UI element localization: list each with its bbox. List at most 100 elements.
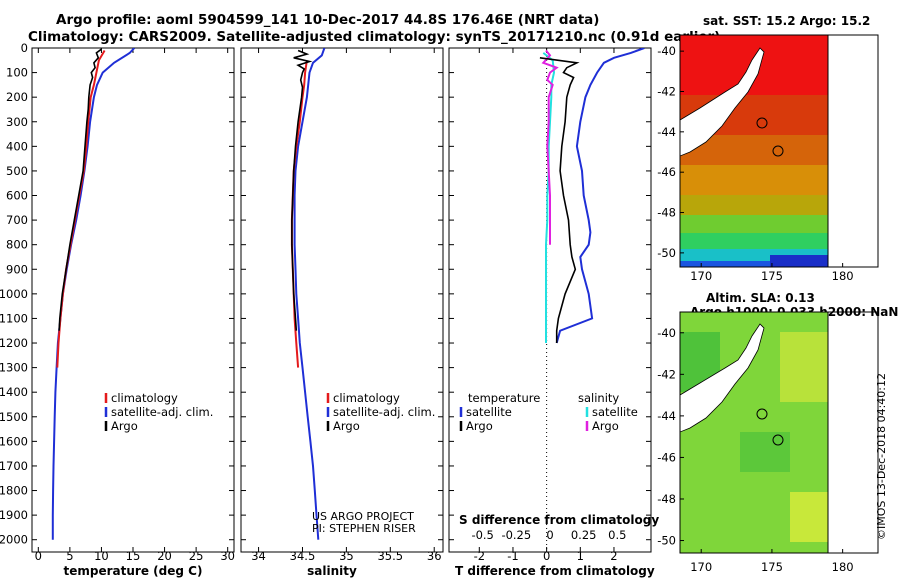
diff-legend-header-temp: temperature (468, 391, 540, 405)
temp-xtick-label: 20 (157, 549, 172, 563)
diff-legend-temp-sat-label: satellite (466, 405, 512, 419)
depth-tick-label: 1900 (0, 508, 28, 522)
depth-tick-label: 1100 (0, 311, 28, 325)
depth-tick-label: 200 (6, 90, 28, 104)
sla-lon-label: 180 (832, 560, 854, 574)
sst-map-field (680, 35, 828, 267)
depth-tick-label: 300 (6, 115, 28, 129)
diff-legend-header-sal: salinity (578, 391, 619, 405)
sst-lon-label: 175 (761, 269, 783, 283)
sal-legend-0-label: climatology (333, 391, 400, 405)
sst-map-frame (679, 34, 879, 268)
sst-band-5 (680, 215, 828, 233)
temp-xtick-label: 10 (94, 549, 109, 563)
temp-legend-2-label: Argo (111, 419, 138, 433)
sal-legend-1-label: satellite-adj. clim. (333, 405, 435, 419)
sla-blob-2 (740, 432, 790, 472)
title-line-2: Climatology: CARS2009. Satellite-adjuste… (28, 29, 721, 45)
diff-s-tick-label: -0.5 (471, 528, 493, 542)
sla-lat-label: -40 (657, 326, 676, 340)
diff-legend-sal-sat-label: satellite (592, 405, 638, 419)
maps: -40 -42 -44 -46 -48 -50 170 175 180 -40 -42 -44 -46 -… (657, 34, 879, 574)
sal-xtick-label: 36 (427, 549, 442, 563)
temp-xtick-label: 15 (126, 549, 141, 563)
sal-legend-2-label: Argo (333, 419, 360, 433)
depth-tick-label: 800 (6, 238, 28, 252)
sst-band-3 (680, 165, 828, 195)
temp-clim-line (56, 49, 106, 368)
diff-s-tick-label: 0.25 (571, 528, 597, 542)
depth-tick-label: 400 (6, 139, 28, 153)
sst-band-6 (680, 233, 828, 249)
sal-frame (240, 47, 444, 553)
depth-tick-label: 900 (6, 262, 28, 276)
sst-map-title: sat. SST: 15.2 Argo: 15.2 (703, 14, 871, 28)
sst-lat-label: -44 (657, 125, 676, 139)
sal-xtick-label: 34 (251, 549, 266, 563)
depth-tick-label: 1500 (0, 410, 28, 424)
sla-map-frame (679, 311, 879, 554)
temp-xtick-label: 0 (35, 549, 42, 563)
temp-legend-0-label: climatology (111, 391, 178, 405)
sal-sat-line (293, 48, 326, 540)
sla-lat-label: -46 (657, 450, 676, 464)
diff-t-xlabel: T difference from climatology (455, 564, 655, 578)
depth-tick-label: 1200 (0, 336, 28, 350)
diff-legend-sal-argo-label: Argo (592, 419, 619, 433)
sla-map-field (680, 312, 828, 553)
diff-s-tick-label: 0 (546, 528, 553, 542)
diff-t-xtick-label: 1 (577, 549, 584, 563)
temp-argo-line (58, 48, 102, 331)
sla-lat-label: -48 (657, 492, 676, 506)
panels: 0100200300400500600700800900100011001200… (0, 41, 659, 578)
sla-argo-marker-2 (772, 434, 784, 446)
sst-lat-label: -46 (657, 165, 676, 179)
diff-t-xtick-label: 2 (610, 549, 617, 563)
sla-lat-label: -42 (657, 367, 676, 381)
sal-xtick-label: 34.5 (290, 549, 316, 563)
sal-xlabel: salinity (307, 564, 357, 578)
sla-blob-3 (780, 332, 828, 402)
depth-tick-label: 1600 (0, 434, 28, 448)
sst-lon-label: 170 (690, 269, 712, 283)
depth-tick-label: 700 (6, 213, 28, 227)
depth-tick-label: 2000 (0, 533, 28, 547)
sst-lat-label: -50 (657, 246, 676, 260)
temp-sat-line (51, 48, 136, 540)
diff-temp-sat-line (555, 48, 645, 344)
sst-argo-marker-2 (772, 145, 784, 157)
sla-lon-label: 175 (761, 560, 783, 574)
credit-pi: PI: STEPHEN RISER (312, 522, 416, 535)
diff-s-tick-label: 0.5 (608, 528, 626, 542)
temp-legend-1-label: satellite-adj. clim. (111, 405, 213, 419)
diff-t-xtick-label: 0 (543, 549, 550, 563)
sal-xtick-label: 35 (339, 549, 354, 563)
sla-lat-label: -44 (657, 409, 676, 423)
temp-xlabel: temperature (deg C) (64, 564, 203, 578)
diff-legend-temp-argo-label: Argo (466, 419, 493, 433)
diff-t-xtick-label: -1 (507, 549, 518, 563)
diff-sal-argo-line (541, 49, 559, 245)
sst-lon-label: 180 (832, 269, 854, 283)
sla-blob-4 (790, 492, 828, 542)
sst-band-8 (680, 261, 828, 267)
sst-band-4 (680, 195, 828, 215)
diff-s-tick-label: -0.25 (501, 528, 531, 542)
temp-xtick-label: 25 (189, 549, 204, 563)
diff-t-xtick-label: -2 (474, 549, 485, 563)
depth-tick-label: 1800 (0, 484, 28, 498)
depth-tick-label: 600 (6, 189, 28, 203)
depth-tick-label: 0 (21, 41, 28, 55)
sal-argo-line (291, 49, 313, 331)
diff-frame (448, 47, 652, 553)
sla-lat-label: -50 (657, 534, 676, 548)
sst-lat-label: -42 (657, 84, 676, 98)
depth-tick-label: 500 (6, 164, 28, 178)
depth-tick-label: 1400 (0, 385, 28, 399)
sst-lat-label: -40 (657, 44, 676, 58)
sla-map-title: Altim. SLA: 0.13 (706, 291, 815, 305)
diff-s-xlabel: S difference from climatology (459, 513, 659, 527)
depth-tick-label: 1300 (0, 361, 28, 375)
diff-temp-argo-line (539, 57, 580, 343)
